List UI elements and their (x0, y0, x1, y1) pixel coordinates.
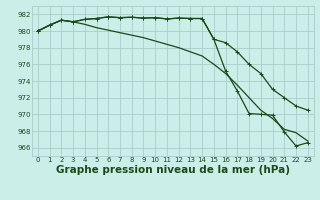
X-axis label: Graphe pression niveau de la mer (hPa): Graphe pression niveau de la mer (hPa) (56, 165, 290, 175)
